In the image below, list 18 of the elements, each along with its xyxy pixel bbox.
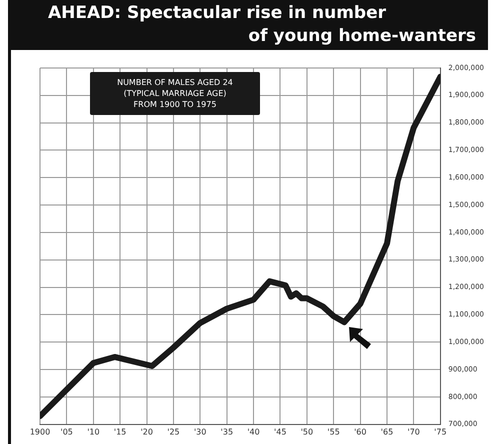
x-tick-label: 1900 [30,427,50,436]
x-tick-label: '35 [220,427,234,436]
x-tick-label: '05 [60,427,73,436]
note-box: NUMBER OF MALES AGED 24 (TYPICAL MARRIAGE AGE) FROM 1900 TO 1975 [90,72,260,115]
x-tick-label: '20 [140,427,153,436]
x-tick-label: '55 [327,427,340,436]
x-tick-label: '15 [114,427,126,436]
x-tick-label: '45 [274,427,286,436]
x-tick-label: '30 [194,427,206,436]
x-tick-label: '50 [300,427,314,436]
x-tick-label: '25 [167,427,180,436]
chart-title: AHEAD: Spectacular rise in number of young home-wanters [8,2,488,48]
x-tick-label: '60 [354,427,366,436]
x-tick-label: '75 [434,427,447,436]
x-tick-label: '10 [87,427,100,436]
x-tick-label: '40 [247,427,260,436]
x-tick-label: '65 [380,427,394,436]
x-tick-label: '70 [407,427,420,436]
